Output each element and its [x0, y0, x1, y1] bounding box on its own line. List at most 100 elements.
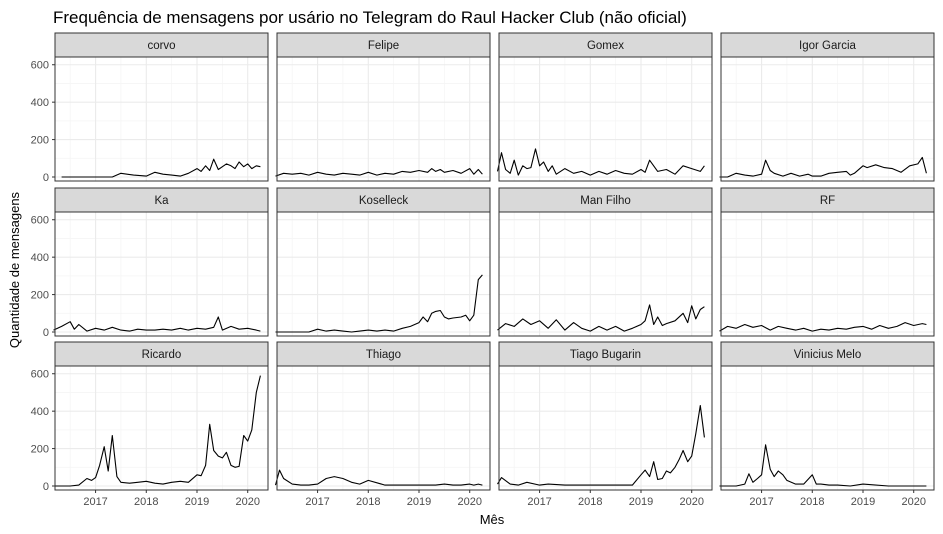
facet-strip	[498, 32, 713, 58]
panel-background	[277, 212, 490, 336]
y-tick-label: 0	[43, 481, 49, 493]
panel-border	[54, 365, 269, 491]
panel-border	[720, 211, 935, 337]
series-line	[497, 304, 705, 332]
facet-strip	[498, 187, 713, 213]
series-line	[719, 322, 927, 332]
panel-background	[277, 366, 490, 490]
series-line	[274, 469, 483, 486]
x-tick-label: 2017	[305, 496, 329, 508]
series-line	[53, 316, 261, 332]
facet-panel: Tiago Bugarin 2017 2018 2019 2020	[497, 341, 713, 508]
panel-background	[499, 366, 712, 490]
x-tick-label: 2017	[527, 496, 551, 508]
facet-strip-label: Igor Garcia	[799, 40, 856, 52]
facet-panel: Gomex	[496, 32, 713, 182]
facet-strip	[720, 32, 935, 58]
panel-border	[720, 365, 935, 491]
facet-panel: Vinicius Melo 2017 2018 2019 2020	[719, 341, 935, 508]
panel-border	[276, 56, 491, 182]
panel-border	[276, 211, 491, 337]
facet-panel: RF	[719, 187, 935, 337]
panel-background	[499, 212, 712, 336]
y-tick-label: 400	[31, 406, 49, 418]
facet-strip-label: RF	[820, 195, 835, 207]
facet-strip	[276, 341, 491, 367]
series-line	[496, 148, 705, 176]
facet-panel: Koselleck	[275, 187, 491, 337]
facet-strip	[54, 32, 269, 58]
panel-border	[54, 211, 269, 337]
y-tick-label: 600	[31, 60, 49, 72]
facet-strip-label: corvo	[147, 40, 175, 52]
facet-strip-label: Ricardo	[142, 349, 182, 361]
x-tick-label: 2020	[457, 496, 481, 508]
x-tick-label: 2018	[356, 496, 380, 508]
facet-strip-label: Koselleck	[359, 195, 408, 207]
facet-panel: Igor Garcia	[719, 32, 935, 182]
facet-panel: Ricardo 0 200 400 600 2017 2018 2019 2020	[31, 341, 269, 508]
facet-panels: corvo 0 200 400 600 Felipe Gomex Igor Garcia Ka 0…	[31, 32, 935, 508]
y-axis-title: Quantidade de mensagens	[7, 191, 22, 348]
x-axis-title: Mês	[480, 512, 505, 527]
facet-panel: corvo 0 200 400 600	[31, 32, 269, 184]
y-tick-label: 0	[43, 327, 49, 339]
panel-background	[55, 212, 268, 336]
facet-panel: Felipe	[275, 32, 491, 182]
panel-background	[55, 57, 268, 181]
facet-strip	[720, 341, 935, 367]
facet-strip-label: Ka	[154, 195, 169, 207]
series-line	[275, 274, 483, 333]
y-tick-label: 600	[31, 215, 49, 227]
panel-background	[721, 366, 934, 490]
panel-background	[721, 212, 934, 336]
panel-border	[498, 365, 713, 491]
y-tick-label: 200	[31, 135, 49, 147]
y-tick-label: 600	[31, 369, 49, 381]
facet-strip-label: Gomex	[587, 40, 624, 52]
x-tick-label: 2020	[679, 496, 703, 508]
x-tick-label: 2020	[235, 496, 259, 508]
x-tick-label: 2020	[901, 496, 925, 508]
facet-strip	[54, 187, 269, 213]
facet-strip	[276, 32, 491, 58]
facet-strip-label: Thiago	[366, 349, 401, 361]
x-tick-label: 2018	[134, 496, 158, 508]
x-tick-label: 2018	[578, 496, 602, 508]
y-tick-label: 400	[31, 252, 49, 264]
panel-border	[54, 56, 269, 182]
panel-border	[498, 56, 713, 182]
x-tick-label: 2019	[407, 496, 431, 508]
x-tick-label: 2019	[629, 496, 653, 508]
facet-strip-label: Vinicius Melo	[794, 349, 862, 361]
panel-background	[499, 57, 712, 181]
facet-panel: Man Filho	[497, 187, 713, 337]
facet-panel: Thiago 2017 2018 2019 2020	[274, 341, 491, 508]
facet-strip-label: Tiago Bugarin	[570, 349, 641, 361]
series-line	[275, 168, 483, 177]
panel-background	[277, 57, 490, 181]
panel-border	[720, 56, 935, 182]
panel-background	[55, 366, 268, 490]
x-tick-label: 2017	[749, 496, 773, 508]
x-tick-label: 2018	[800, 496, 824, 508]
series-line	[719, 444, 927, 487]
facet-panel: Ka 0 200 400 600	[31, 187, 269, 339]
x-tick-label: 2019	[851, 496, 875, 508]
x-tick-label: 2019	[185, 496, 209, 508]
y-tick-label: 400	[31, 97, 49, 109]
y-tick-label: 200	[31, 444, 49, 456]
series-line	[719, 156, 927, 178]
chart-title: Frequência de mensagens por usário no Te…	[53, 8, 687, 27]
y-tick-label: 0	[43, 172, 49, 184]
y-tick-label: 200	[31, 290, 49, 302]
facet-strip	[54, 341, 269, 367]
x-tick-label: 2017	[83, 496, 107, 508]
series-line	[53, 375, 261, 487]
facet-strip-label: Man Filho	[580, 195, 631, 207]
series-line	[61, 158, 261, 178]
panel-border	[276, 365, 491, 491]
facet-strip-label: Felipe	[368, 40, 399, 52]
series-line	[497, 404, 705, 486]
